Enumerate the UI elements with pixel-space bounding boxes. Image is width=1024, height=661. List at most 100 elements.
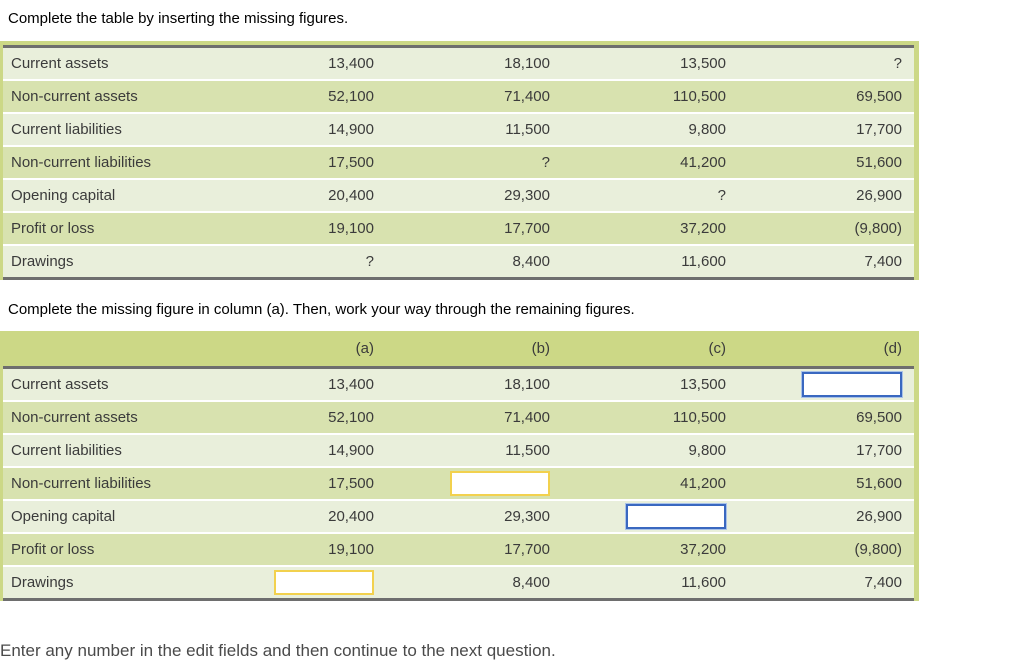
table-body: Current assets 13,400 18,100 13,500 Non-… xyxy=(3,369,914,598)
cell-value: 7,400 xyxy=(864,574,902,591)
column-header-b: (b) xyxy=(531,340,550,357)
table-row: Current liabilities 14,900 11,500 9,800 … xyxy=(3,114,914,147)
cell-value: 11,500 xyxy=(505,121,550,138)
cell-value: 11,600 xyxy=(681,253,726,270)
table-row: Non-current assets 52,100 71,400 110,500… xyxy=(3,81,914,114)
cell-value: 110,500 xyxy=(672,409,726,426)
table-row: Current assets 13,400 18,100 13,500 xyxy=(3,369,914,402)
cell-value: ? xyxy=(893,55,902,72)
cell-value: 41,200 xyxy=(680,475,726,492)
cell-value: 19,100 xyxy=(328,220,374,237)
row-label: Current liabilities xyxy=(11,121,122,138)
cell-value: 11,500 xyxy=(505,442,550,459)
table-top-band xyxy=(3,41,914,45)
row-label: Opening capital xyxy=(11,508,116,525)
row-label: Non-current assets xyxy=(11,409,138,426)
cell-value: 41,200 xyxy=(680,154,726,171)
instruction-top: Complete the table by inserting the miss… xyxy=(8,10,349,27)
cell-value: 9,800 xyxy=(688,442,726,459)
cell-value: 110,500 xyxy=(672,88,726,105)
cell-value: 51,600 xyxy=(856,475,902,492)
row-label: Non-current liabilities xyxy=(11,475,152,492)
figures-table-static: Current assets 13,400 18,100 13,500 ? No… xyxy=(0,41,919,280)
cell-value: 52,100 xyxy=(328,88,374,105)
answer-input-drawings-a[interactable] xyxy=(274,570,374,595)
cell-value: 17,700 xyxy=(504,220,550,237)
cell-value: ? xyxy=(365,253,374,270)
table-row: Opening capital 20,400 29,300 ? 26,900 xyxy=(3,180,914,213)
table-row: Profit or loss 19,100 17,700 37,200 (9,8… xyxy=(3,213,914,246)
cell-value: 17,700 xyxy=(504,541,550,558)
table-row: Non-current liabilities 17,500 41,200 51… xyxy=(3,468,914,501)
column-header-d: (d) xyxy=(883,340,902,357)
table-row: Current assets 13,400 18,100 13,500 ? xyxy=(3,48,914,81)
cell-value: 8,400 xyxy=(512,253,550,270)
row-label: Drawings xyxy=(11,574,74,591)
row-label: Profit or loss xyxy=(11,220,95,237)
cell-value: 19,100 xyxy=(328,541,374,558)
table-header-row: (a) (b) (c) (d) xyxy=(3,331,914,366)
column-header-a: (a) xyxy=(355,340,374,357)
table-bottom-divider xyxy=(3,277,914,280)
cell-value: (9,800) xyxy=(854,220,902,237)
cell-value: 71,400 xyxy=(504,88,550,105)
cell-value: 13,500 xyxy=(680,376,726,393)
cell-value: 9,800 xyxy=(688,121,726,138)
cell-value: 17,700 xyxy=(856,442,902,459)
cell-input-wrap xyxy=(738,369,914,400)
column-header-c: (c) xyxy=(708,340,727,357)
cell-value: 37,200 xyxy=(680,220,726,237)
cell-value: 13,400 xyxy=(328,55,374,72)
cell-value: 20,400 xyxy=(328,508,374,525)
row-label: Profit or loss xyxy=(11,541,95,558)
header-empty-cell xyxy=(3,331,210,366)
table-row: Current liabilities 14,900 11,500 9,800 … xyxy=(3,435,914,468)
cell-value: 8,400 xyxy=(512,574,550,591)
cell-input-wrap xyxy=(386,468,562,499)
cell-value: 29,300 xyxy=(504,187,550,204)
row-label: Current liabilities xyxy=(11,442,122,459)
cell-value: 13,400 xyxy=(328,376,374,393)
cell-value: 7,400 xyxy=(864,253,902,270)
cell-value: 11,600 xyxy=(681,574,726,591)
row-label: Non-current assets xyxy=(11,88,138,105)
answer-input-non-current-liabilities-b[interactable] xyxy=(450,471,550,496)
instruction-middle: Complete the missing figure in column (a… xyxy=(8,301,635,318)
footer-instruction: Enter any number in the edit fields and … xyxy=(0,641,556,660)
row-label: Current assets xyxy=(11,55,109,72)
cell-value: 17,700 xyxy=(856,121,902,138)
table-top-divider xyxy=(3,45,914,48)
cell-value: 17,500 xyxy=(328,475,374,492)
table-row: Profit or loss 19,100 17,700 37,200 (9,8… xyxy=(3,534,914,567)
cell-value: (9,800) xyxy=(854,541,902,558)
cell-value: 18,100 xyxy=(504,55,550,72)
cell-value: 52,100 xyxy=(328,409,374,426)
cell-value: 71,400 xyxy=(504,409,550,426)
cell-value: 18,100 xyxy=(504,376,550,393)
cell-value: 17,500 xyxy=(328,154,374,171)
cell-value: 69,500 xyxy=(856,88,902,105)
cell-value: 14,900 xyxy=(328,121,374,138)
row-label: Opening capital xyxy=(11,187,116,204)
table-bottom-divider xyxy=(3,598,914,601)
cell-value: 26,900 xyxy=(856,508,902,525)
row-label: Non-current liabilities xyxy=(11,154,152,171)
cell-value: 29,300 xyxy=(504,508,550,525)
table-header-divider xyxy=(3,366,914,369)
table-body: Current assets 13,400 18,100 13,500 ? No… xyxy=(3,48,914,277)
table-row: Non-current assets 52,100 71,400 110,500… xyxy=(3,402,914,435)
cell-value: 69,500 xyxy=(856,409,902,426)
answer-input-opening-capital-c[interactable] xyxy=(626,504,726,529)
row-label: Drawings xyxy=(11,253,74,270)
figures-table-editable: (a) (b) (c) (d) Current assets 13,400 18… xyxy=(0,331,919,601)
cell-value: 14,900 xyxy=(328,442,374,459)
row-label: Current assets xyxy=(11,376,109,393)
cell-value: 13,500 xyxy=(680,55,726,72)
answer-input-current-assets-d[interactable] xyxy=(802,372,902,397)
cell-value: ? xyxy=(541,154,550,171)
cell-value: ? xyxy=(717,187,726,204)
cell-value: 26,900 xyxy=(856,187,902,204)
cell-input-wrap xyxy=(210,567,386,598)
cell-value: 51,600 xyxy=(856,154,902,171)
cell-value: 20,400 xyxy=(328,187,374,204)
